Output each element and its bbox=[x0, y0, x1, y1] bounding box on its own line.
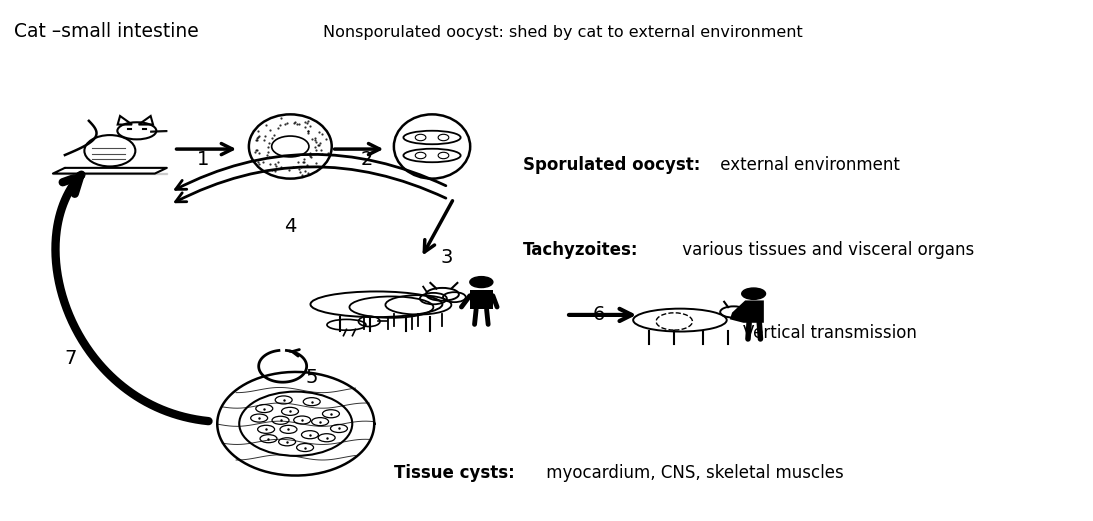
Text: myocardium, CNS, skeletal muscles: myocardium, CNS, skeletal muscles bbox=[541, 464, 844, 482]
Circle shape bbox=[470, 277, 493, 288]
Text: 1: 1 bbox=[197, 150, 209, 169]
Text: 6: 6 bbox=[592, 305, 606, 325]
Text: Vertical transmission: Vertical transmission bbox=[743, 324, 917, 342]
Polygon shape bbox=[730, 301, 764, 323]
Text: 4: 4 bbox=[284, 217, 296, 237]
Polygon shape bbox=[470, 290, 493, 309]
Circle shape bbox=[742, 288, 765, 300]
Text: 3: 3 bbox=[440, 249, 453, 267]
Text: 7: 7 bbox=[63, 350, 77, 368]
Text: 2: 2 bbox=[361, 150, 373, 169]
Text: Tissue cysts:: Tissue cysts: bbox=[393, 464, 515, 482]
Text: Nonsporulated oocyst: shed by cat to external environment: Nonsporulated oocyst: shed by cat to ext… bbox=[324, 24, 802, 40]
Text: Sporulated oocyst:: Sporulated oocyst: bbox=[522, 156, 700, 173]
Text: Cat –small intestine: Cat –small intestine bbox=[14, 22, 199, 41]
Text: Tachyzoites:: Tachyzoites: bbox=[522, 241, 638, 259]
Text: various tissues and visceral organs: various tissues and visceral organs bbox=[678, 241, 975, 259]
Text: external environment: external environment bbox=[716, 156, 901, 173]
Text: 5: 5 bbox=[306, 368, 318, 387]
